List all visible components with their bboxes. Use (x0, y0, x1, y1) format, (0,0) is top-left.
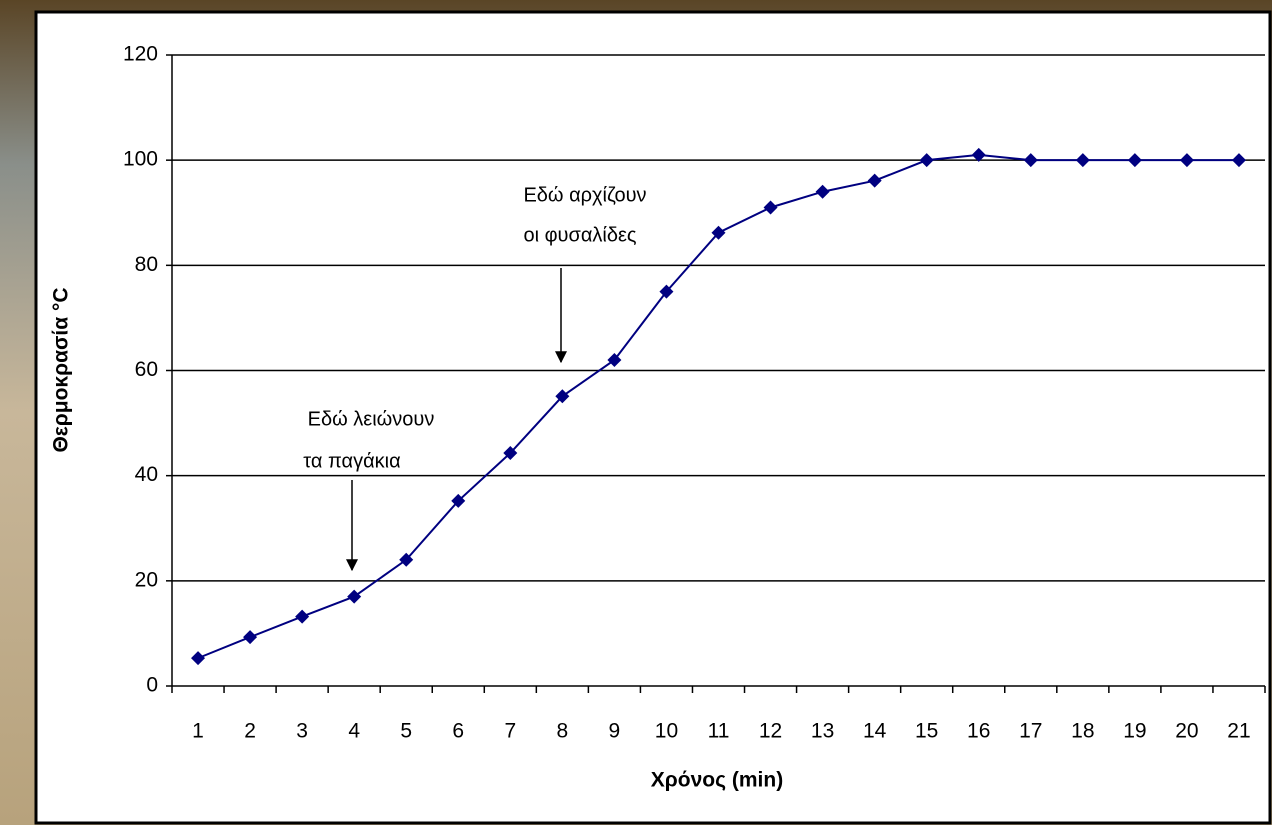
y-tick-label: 120 (123, 43, 158, 66)
x-axis-label: Χρόνος (min) (651, 769, 783, 792)
y-axis-label: Θερμοκρασία °C (50, 287, 73, 452)
x-tick-label: 11 (708, 720, 730, 743)
data-point (1127, 153, 1142, 168)
data-point (607, 352, 622, 367)
x-tick-label: 15 (915, 720, 938, 743)
data-point (867, 173, 882, 188)
x-tick-label: 10 (655, 720, 678, 743)
data-point (295, 609, 310, 624)
x-tick-label: 2 (244, 720, 256, 743)
x-tick-label: 16 (967, 720, 990, 743)
data-point (503, 446, 518, 461)
data-point (399, 552, 414, 567)
annotation-text: τα παγάκια (303, 450, 400, 472)
x-tick-label: 21 (1227, 720, 1250, 743)
x-tick-label: 20 (1175, 720, 1198, 743)
y-tick-label: 80 (135, 253, 158, 276)
data-point (815, 184, 830, 199)
x-tick-label: 17 (1019, 720, 1042, 743)
x-tick-label: 14 (863, 720, 887, 743)
chart-area (34, 10, 1272, 825)
data-point (659, 284, 674, 299)
x-tick-label: 5 (400, 720, 412, 743)
annotation: Εδώ λειώνουν τα παγάκια Εδώ αρχίζουν οι … (303, 184, 647, 572)
x-tick-label: 9 (609, 720, 621, 743)
annotation-text: Εδώ λειώνουν (308, 408, 435, 430)
y-tick-label: 40 (135, 463, 158, 486)
x-tick-label: 4 (348, 720, 360, 743)
data-point (451, 493, 466, 508)
data-point (191, 651, 206, 666)
data-point (555, 389, 570, 404)
x-tick-label: 19 (1123, 720, 1146, 743)
data-point (1231, 153, 1246, 168)
x-tick-label: 7 (504, 720, 516, 743)
y-tick-label: 100 (123, 148, 158, 171)
data-point (971, 147, 986, 162)
data-point (243, 630, 258, 645)
x-tick-label: 1 (192, 720, 204, 743)
data-point (763, 200, 778, 215)
annotation-text: οι φυσαλίδες (523, 224, 636, 246)
data-point (347, 589, 362, 604)
data-point (1179, 153, 1194, 168)
y-tick-label: 0 (146, 674, 158, 697)
annotation-text: Εδώ αρχίζουν (523, 184, 646, 206)
x-tick-label: 6 (452, 720, 464, 743)
x-tick-label: 12 (759, 720, 782, 743)
y-tick-label: 60 (135, 358, 158, 381)
x-tick-label: 18 (1071, 720, 1094, 743)
data-point (919, 153, 934, 168)
data-point (1075, 153, 1090, 168)
x-tick-label: 3 (296, 720, 308, 743)
x-tick-label: 8 (557, 720, 569, 743)
data-point (1023, 153, 1038, 168)
x-tick-label: 13 (811, 720, 834, 743)
y-tick-label: 20 (135, 568, 158, 591)
data-point (711, 225, 726, 240)
